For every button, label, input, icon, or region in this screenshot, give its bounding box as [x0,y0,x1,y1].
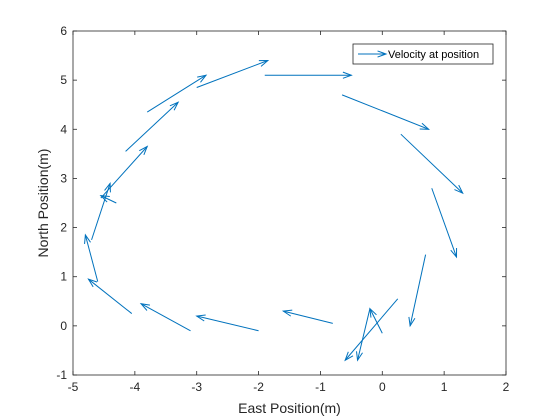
arrow-shaft [100,195,117,204]
arrow-shaft [409,254,427,326]
arrow-shaft [146,74,207,113]
x-tick-label: -3 [191,380,202,394]
y-tick-label: 6 [60,24,67,38]
velocity-arrow [369,307,383,334]
velocity-arrow [431,188,458,259]
arrow-shaft [125,101,179,152]
velocity-arrow [341,94,431,130]
arrow-head [344,351,354,362]
velocity-arrow [125,101,180,152]
arrow-shaft [140,303,191,332]
x-tick-label: -4 [130,380,141,394]
legend-arrow-icon [358,50,388,58]
x-tick-label: 1 [441,380,448,394]
arrow-shaft [283,310,333,324]
y-tick-label: 3 [60,171,67,185]
velocity-arrow [84,233,99,282]
arrow-head [419,122,431,130]
arrow-head [139,145,149,156]
x-tick-label: -5 [68,380,79,394]
arrow-head [195,314,206,322]
velocity-arrow [408,254,427,328]
arrow-head [84,233,91,244]
arrow-shaft [400,133,464,194]
legend: Velocity at position [352,43,494,65]
y-axis-ticks: -1 0 1 2 3 4 5 6 [56,24,506,382]
velocity-arrow [356,308,371,362]
arrow-shaft [196,315,259,332]
velocity-arrow [264,71,353,79]
velocity-arrows [84,59,464,362]
legend-label: Velocity at position [388,49,479,61]
arrow-shaft [369,308,383,334]
y-tick-label: 5 [60,73,67,87]
arrow-head [169,101,180,111]
velocity-arrow [196,59,270,88]
plot-area [73,31,506,375]
arrow-head [258,59,270,67]
x-axis-label: East Position(m) [238,400,341,416]
legend-arrow [358,50,388,58]
arrow-shaft [344,298,399,361]
arrow-head [377,50,388,58]
velocity-arrow [99,195,117,204]
arrow-shaft [91,183,111,241]
y-tick-label: 2 [60,221,67,235]
arrow-shaft [341,94,429,130]
arrow-shaft [196,60,269,88]
velocity-arrow [139,303,191,332]
velocity-arrow [100,145,149,199]
arrow-head [139,303,151,311]
velocity-arrow [344,298,399,362]
x-tick-label: 2 [503,380,510,394]
arrow-head [197,74,208,83]
arrow-head [99,195,110,203]
arrow-head [369,307,377,318]
arrow-head [450,248,458,259]
x-axis-ticks: -5 -4 -3 -2 -1 0 1 2 [68,31,510,394]
y-tick-label: -1 [56,368,67,382]
arrow-head [356,351,363,362]
arrow-shaft [431,188,457,258]
velocity-arrow [195,314,259,332]
velocity-arrow [87,278,133,314]
arrow-head [408,316,416,328]
y-tick-label: 4 [60,122,67,136]
x-tick-label: 0 [379,380,386,394]
arrow-head [104,181,111,193]
plot-box [72,30,507,376]
velocity-arrow [91,181,111,241]
legend-box [352,43,494,65]
arrow-head [342,71,353,79]
velocity-arrow [400,133,464,195]
arrow-shaft [100,146,148,199]
arrow-head [87,278,98,288]
arrow-head [454,184,464,195]
y-tick-label: 1 [60,270,67,284]
x-tick-label: -2 [253,380,264,394]
y-axis-label: North Position(m) [35,149,51,258]
arrow-shaft [88,278,133,314]
velocity-arrow [146,74,208,113]
arrow-shaft [357,308,371,361]
arrow-shaft [84,234,99,282]
x-tick-label: -1 [315,380,326,394]
velocity-arrow [281,309,333,324]
y-tick-label: 0 [60,319,67,333]
arrow-head [281,309,293,317]
